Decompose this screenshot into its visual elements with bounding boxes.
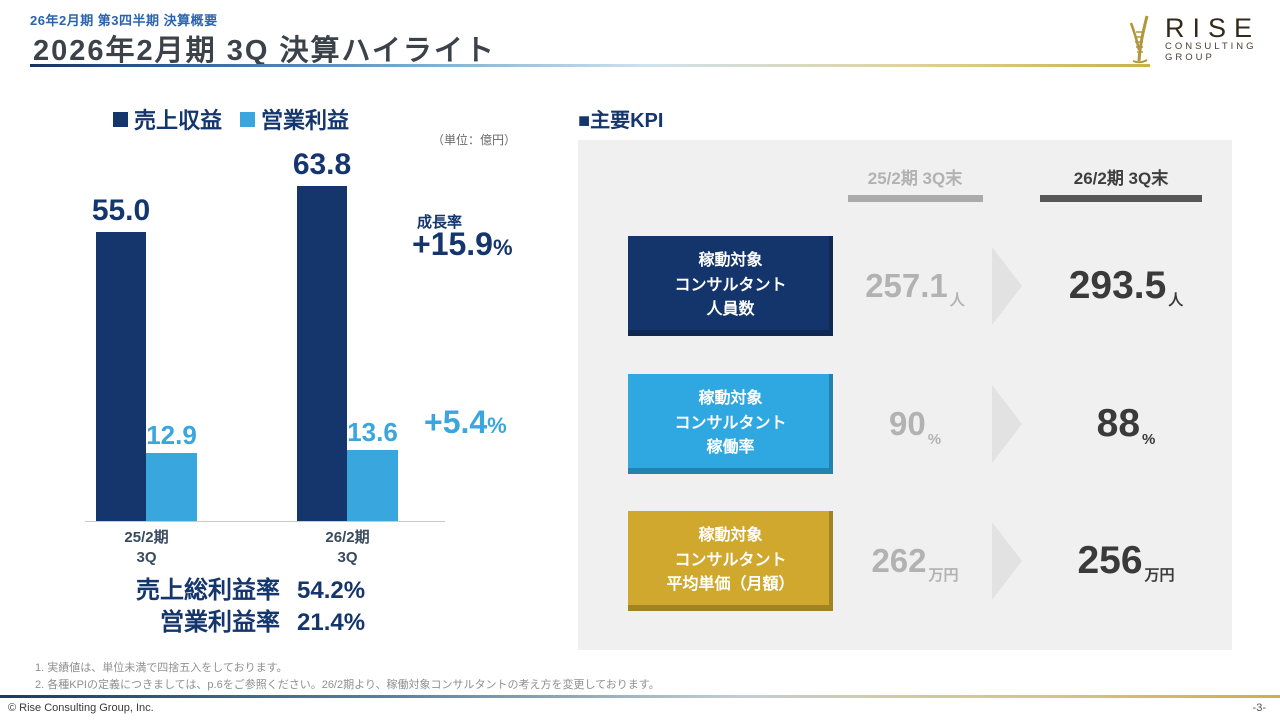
growth-rate-revenue: +15.9%	[412, 226, 513, 262]
kpi-previous-value: 90%	[888, 405, 942, 448]
kpi-previous-value: 257.1 人	[865, 267, 965, 309]
kpi-row-utilization: 稼動対象 コンサルタント 稼働率 90% 88%	[578, 374, 1232, 474]
page-number: -3-	[1252, 702, 1266, 714]
bar-rect	[347, 450, 398, 521]
revenue-swatch-icon	[113, 111, 128, 127]
slide-eyebrow: 26年2月期 第3四半期 決算概要	[30, 13, 218, 28]
kpi-column-header-current: 26/2期 3Q末	[1073, 169, 1169, 188]
arrow-right-icon	[992, 522, 1022, 600]
kpi-panel: 25/2期 3Q末 26/2期 3Q末 稼動対象 コンサルタント 人員数 257…	[578, 140, 1232, 650]
bar-chart: 55.0 12.9 63.8 13.6 25/2期 3Q 26/2期 3Q	[85, 148, 445, 566]
kpi-row-average-rate: 稼動対象 コンサルタント 平均単価（月額） 262 万円 256 万円	[578, 511, 1232, 611]
bar-value-label: 55.0	[91, 194, 151, 227]
kpi-label-box: 稼動対象 コンサルタント 人員数	[628, 236, 833, 336]
bar-revenue-fy26: 63.8	[293, 148, 351, 521]
bar-value-label: 12.9	[146, 420, 197, 450]
bar-value-label: 63.8	[292, 148, 352, 181]
kpi-label-box: 稼動対象 コンサルタント 稼働率	[628, 374, 833, 474]
kpi-column-rule-previous	[848, 195, 983, 202]
title-underline-rule	[30, 64, 1150, 67]
kpi-current-value: 88%	[1096, 402, 1156, 448]
operating-margin-row: 営業利益率 21.4%	[160, 609, 366, 637]
page-title: 2026年2月期 3Q 決算ハイライト	[33, 35, 496, 67]
logo-sub-text-1: CONSULTING	[1164, 41, 1257, 53]
company-logo: RISE CONSULTING GROUP	[1124, 14, 1260, 69]
legend-label-revenue: 売上収益	[134, 108, 223, 133]
bar-rect	[146, 453, 197, 521]
legend-item-revenue: 売上収益	[113, 103, 222, 135]
logo-sub-text-2: GROUP	[1164, 52, 1215, 64]
legend-label-operating-profit: 営業利益	[261, 108, 350, 133]
kpi-current-value: 293.5 人	[1068, 264, 1184, 309]
kpi-column-rule-current	[1040, 195, 1202, 202]
kpi-label-box: 稼動対象 コンサルタント 平均単価（月額）	[628, 511, 833, 611]
bar-rect	[297, 186, 347, 521]
bar-operating-profit-fy26: 13.6	[347, 417, 398, 521]
x-axis-label-fy26: 26/2期 3Q	[325, 529, 370, 566]
sprout-icon	[1124, 14, 1158, 69]
footnotes: 1. 実績値は、単位未満で四捨五入をしております。 2. 各種KPIの定義につき…	[35, 660, 660, 693]
growth-rate-operating-profit: +5.4%	[424, 404, 507, 440]
x-axis-label-fy25: 25/2期 3Q	[124, 529, 169, 566]
kpi-section-heading: ■主要KPI	[578, 110, 664, 132]
legend-item-operating-profit: 営業利益	[240, 103, 349, 135]
footnote-1: 1. 実績値は、単位未満で四捨五入をしております。	[35, 662, 288, 674]
margin-ratios: 売上総利益率 54.2% 営業利益率 21.4%	[85, 575, 425, 640]
gross-margin-row: 売上総利益率 54.2%	[136, 577, 366, 604]
kpi-current-value: 256 万円	[1077, 539, 1175, 584]
operating-profit-swatch-icon	[240, 111, 256, 127]
kpi-previous-value: 262 万円	[871, 542, 959, 584]
unit-note: （単位：億円）	[432, 133, 517, 147]
bar-value-label: 13.6	[347, 417, 398, 447]
logo-brand-text: RISE	[1164, 13, 1260, 43]
footnote-2: 2. 各種KPIの定義につきましては、p.6をご参照ください。26/2期より、稼…	[35, 678, 660, 691]
bar-rect	[96, 232, 146, 521]
bar-revenue-fy25: 55.0	[92, 194, 150, 521]
copyright: © Rise Consulting Group, Inc.	[8, 702, 154, 714]
growth-rate-title: 成長率	[417, 214, 463, 231]
bar-operating-profit-fy25: 12.9	[146, 420, 197, 521]
arrow-right-icon	[992, 247, 1022, 325]
chart-legend: 売上収益 営業利益	[113, 103, 349, 135]
kpi-column-header-previous: 25/2期 3Q末	[867, 169, 963, 188]
kpi-row-headcount: 稼動対象 コンサルタント 人員数 257.1 人 293.5 人	[578, 236, 1232, 336]
footer-rule	[0, 695, 1280, 698]
arrow-right-icon	[992, 385, 1022, 463]
